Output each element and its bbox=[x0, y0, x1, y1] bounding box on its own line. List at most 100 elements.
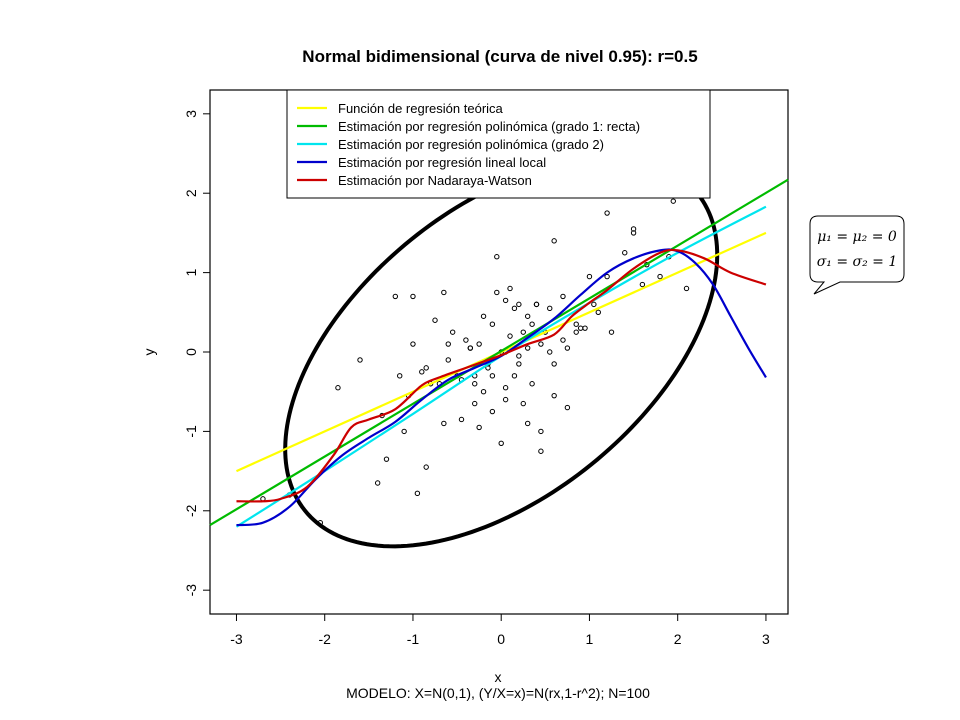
data-point bbox=[423, 464, 429, 470]
data-point bbox=[573, 329, 579, 335]
data-point bbox=[458, 416, 465, 423]
data-point bbox=[410, 293, 416, 300]
data-point bbox=[432, 317, 438, 323]
data-point bbox=[511, 373, 518, 379]
data-point bbox=[480, 388, 487, 395]
legend-label: Estimación por regresión lineal local bbox=[338, 155, 546, 170]
data-point bbox=[520, 329, 526, 335]
y-tick-label: 3 bbox=[183, 110, 199, 118]
data-point bbox=[604, 273, 610, 280]
data-point bbox=[582, 325, 588, 331]
data-point bbox=[538, 341, 544, 347]
legend-label: Estimación por regresión polinómica (gra… bbox=[338, 137, 604, 152]
local-linear-line bbox=[236, 248, 767, 527]
data-point bbox=[630, 230, 637, 236]
x-tick-label: 0 bbox=[497, 631, 505, 647]
data-point bbox=[397, 373, 403, 379]
data-point bbox=[529, 381, 535, 387]
nadaraya-watson-line bbox=[236, 248, 767, 503]
data-point bbox=[564, 345, 571, 351]
data-point bbox=[445, 341, 451, 347]
data-point bbox=[502, 396, 509, 403]
bubble-shape bbox=[809, 215, 905, 295]
data-point bbox=[511, 305, 518, 312]
data-point bbox=[489, 373, 496, 379]
data-point bbox=[494, 289, 500, 296]
y-tick-label: 1 bbox=[183, 269, 199, 277]
data-point bbox=[533, 301, 540, 308]
data-point bbox=[551, 361, 557, 367]
data-point bbox=[383, 456, 390, 462]
data-point bbox=[441, 289, 447, 296]
data-point bbox=[547, 349, 553, 355]
data-point bbox=[335, 385, 341, 391]
bubble-line-2: σ₁ = σ₂ = 1 bbox=[817, 254, 898, 270]
legend-label: Estimación por regresión polinómica (gra… bbox=[338, 119, 640, 134]
data-point bbox=[551, 392, 557, 399]
data-point bbox=[445, 357, 451, 363]
data-point bbox=[524, 345, 531, 351]
y-tick-label: -3 bbox=[183, 584, 199, 597]
data-point bbox=[524, 313, 531, 319]
data-point bbox=[516, 353, 522, 359]
data-point bbox=[516, 361, 522, 367]
data-point bbox=[670, 198, 676, 204]
data-point bbox=[538, 428, 544, 435]
data-point bbox=[591, 301, 597, 308]
annotation-bubble: μ₁ = μ₂ = 0 σ₁ = σ₂ = 1 bbox=[809, 215, 905, 295]
data-point bbox=[608, 329, 615, 335]
data-point bbox=[494, 254, 500, 260]
linear-fit-line bbox=[209, 178, 789, 527]
y-tick-label: -1 bbox=[183, 425, 199, 438]
data-point bbox=[498, 440, 504, 447]
data-point bbox=[472, 400, 478, 407]
data-point bbox=[657, 273, 663, 280]
data-point bbox=[449, 329, 456, 335]
legend-box bbox=[286, 89, 711, 199]
data-point bbox=[564, 404, 571, 411]
data-point bbox=[560, 337, 566, 343]
data-point bbox=[538, 448, 544, 454]
y-axis: -3 -2 -1 0 1 2 3 bbox=[183, 110, 211, 597]
data-point bbox=[502, 385, 509, 391]
data-point bbox=[410, 341, 416, 347]
x-tick-label: 1 bbox=[586, 631, 594, 647]
data-point bbox=[357, 357, 363, 363]
y-tick-label: -2 bbox=[183, 504, 199, 517]
x-tick-label: -2 bbox=[318, 631, 331, 647]
y-tick-label: 0 bbox=[183, 348, 199, 356]
data-point bbox=[524, 420, 531, 427]
data-point bbox=[489, 321, 496, 327]
legend-label: Función de regresión teórica bbox=[338, 101, 504, 116]
legend: Función de regresión teórica Estimación p… bbox=[286, 89, 711, 199]
data-point bbox=[547, 305, 553, 312]
data-point bbox=[463, 337, 469, 343]
data-point bbox=[604, 210, 610, 216]
data-point bbox=[414, 490, 421, 497]
y-tick-label: 2 bbox=[183, 189, 199, 197]
data-point bbox=[441, 420, 447, 427]
data-point bbox=[516, 301, 522, 308]
data-point bbox=[586, 273, 593, 280]
data-point bbox=[476, 424, 482, 431]
bubble-line-1: μ₁ = μ₂ = 0 bbox=[817, 229, 897, 245]
x-tick-label: 3 bbox=[762, 631, 770, 647]
data-point bbox=[560, 293, 566, 300]
data-point bbox=[551, 238, 557, 244]
model-caption: MODELO: X=N(0,1), (Y/X=x)=N(rx,1-r^2); N… bbox=[346, 685, 650, 701]
data-point bbox=[520, 400, 526, 407]
data-point bbox=[683, 285, 690, 292]
data-point bbox=[639, 281, 646, 288]
data-point bbox=[392, 293, 399, 300]
plot-content bbox=[209, 155, 789, 549]
data-point bbox=[577, 325, 584, 331]
chart-title: Normal bidimensional (curva de nivel 0.9… bbox=[302, 47, 697, 66]
data-point bbox=[507, 285, 513, 292]
data-point bbox=[472, 381, 478, 387]
data-point bbox=[489, 408, 496, 415]
x-axis-label: x bbox=[495, 669, 502, 685]
x-axis: -3 -2 -1 0 1 2 3 bbox=[230, 613, 770, 647]
y-axis-label: y bbox=[141, 349, 157, 356]
data-point bbox=[401, 428, 407, 435]
